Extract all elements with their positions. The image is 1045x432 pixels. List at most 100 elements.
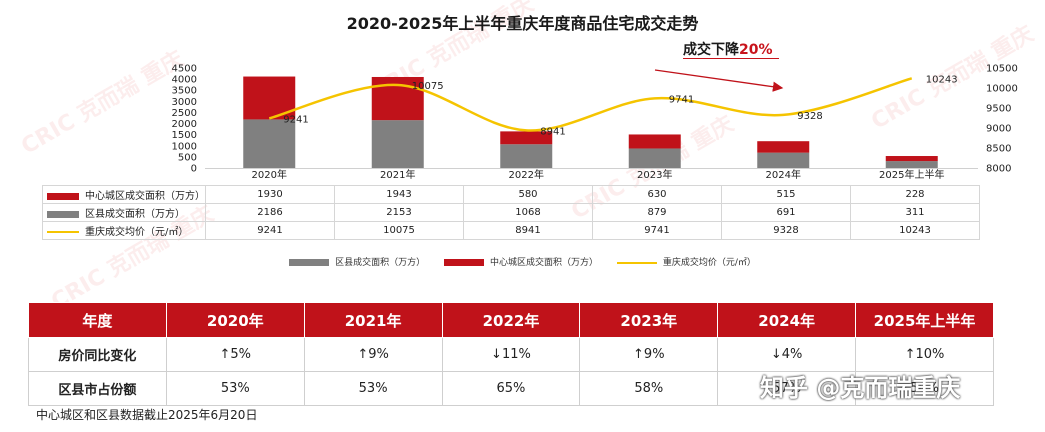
bar-county <box>885 161 938 168</box>
cell-value: 2186 <box>205 203 335 222</box>
legend-item-price: 重庆成交均价（元/㎡） <box>616 255 756 268</box>
row-label-text: 重庆成交均价（元/㎡） <box>85 227 189 238</box>
header-cell: 2023年 <box>579 302 719 338</box>
legend-swatch-gray <box>47 210 79 218</box>
price-change-cell: ↑5% <box>165 337 305 372</box>
cell-value: 691 <box>721 203 851 222</box>
bar-county <box>243 119 296 168</box>
bar-county <box>757 152 810 168</box>
price-data-label: 9741 <box>669 94 694 105</box>
price-data-label: 9241 <box>283 114 308 125</box>
x-tick-label: 2023年 <box>637 168 672 181</box>
legend-label: 中心城区成交面积（万方） <box>489 258 598 268</box>
zhihu-watermark: 知乎 @克而瑞重庆 <box>760 374 961 402</box>
row-label-text: 中心城区成交面积（万方） <box>85 191 205 202</box>
price-change-cell: ↓4% <box>717 337 857 372</box>
right-tick-label: 8000 <box>986 164 1011 175</box>
x-tick-label: 2022年 <box>509 168 544 181</box>
cell-value: 228 <box>850 185 980 204</box>
legend-label: 区县成交面积（万方） <box>335 258 426 268</box>
bar-county <box>500 144 553 168</box>
header-cell: 2022年 <box>441 302 581 338</box>
price-data-label: 9328 <box>797 111 822 122</box>
cell-value: 630 <box>592 185 722 204</box>
header-cell: 2021年 <box>303 302 443 338</box>
table-row: 中心城区成交面积（万方） 1930 1943 580 630 515 228 <box>42 185 980 204</box>
summary-row-share: 区县市占份额 53% 53% 65% 58% 57% 58% <box>28 371 994 406</box>
subtitle-prefix: 成交下降 <box>683 42 739 58</box>
row-label-county: 区县成交面积（万方） <box>42 203 206 222</box>
trend-arrow <box>654 69 784 92</box>
chart-title: 2020-2025年上半年重庆年度商品住宅成交走势 <box>346 14 699 33</box>
cell-value: 580 <box>463 185 593 204</box>
header-cell: 2024年 <box>717 302 857 338</box>
cell-value: 1930 <box>205 185 335 204</box>
left-tick-label: 1500 <box>172 130 197 141</box>
left-tick-label: 4000 <box>172 75 197 86</box>
cell-value: 2153 <box>334 203 464 222</box>
row-label-central: 中心城区成交面积（万方） <box>42 185 206 204</box>
cell-value: 311 <box>850 203 980 222</box>
share-cell: 53% <box>303 371 443 406</box>
share-cell: 65% <box>441 371 581 406</box>
legend-item-county: 区县成交面积（万方） <box>289 255 425 268</box>
cell-value: 10243 <box>850 221 980 240</box>
table-row: 区县成交面积（万方） 2186 2153 1068 879 691 311 <box>42 203 980 222</box>
price-line <box>268 77 913 132</box>
right-tick-label: 8500 <box>986 144 1011 155</box>
price-data-label: 8941 <box>540 126 565 137</box>
legend-swatch-yellow <box>616 261 657 264</box>
price-change-cell: ↑9% <box>303 337 443 372</box>
left-tick-label: 3500 <box>172 86 197 97</box>
legend-swatch-yellow <box>47 231 79 233</box>
subtitle-underline <box>683 58 779 59</box>
share-cell: 57% <box>717 371 857 406</box>
x-tick-label: 2024年 <box>766 168 801 181</box>
bar-county <box>371 120 424 168</box>
summary-table: 年度 2020年 2021年 2022年 2023年 2024年 2025年上半… <box>28 302 994 406</box>
legend-label: 重庆成交均价（元/㎡） <box>662 258 756 268</box>
price-data-label: 10243 <box>926 74 958 85</box>
legend-swatch-red <box>443 259 484 266</box>
x-tick-label: 2025年上半年 <box>879 168 944 181</box>
chart-subtitle: 成交下降20% <box>683 39 773 59</box>
right-tick-label: 9500 <box>986 104 1011 115</box>
legend-swatch-gray <box>289 259 330 266</box>
x-tick-label: 2020年 <box>252 168 287 181</box>
chart-legend: 区县成交面积（万方） 中心城区成交面积（万方） 重庆成交均价（元/㎡） <box>0 255 1045 268</box>
cell-value: 9328 <box>721 221 851 240</box>
cell-value: 9741 <box>592 221 722 240</box>
bar-county <box>628 148 681 168</box>
header-cell: 2020年 <box>165 302 305 338</box>
share-cell: 53% <box>165 371 305 406</box>
price-change-cell: ↑10% <box>855 337 994 372</box>
row-label: 房价同比变化 <box>28 337 167 372</box>
cell-value: 515 <box>721 185 851 204</box>
data-table: 中心城区成交面积（万方） 1930 1943 580 630 515 228 区… <box>42 185 980 240</box>
row-label: 区县市占份额 <box>28 371 167 406</box>
x-tick-label: 2021年 <box>380 168 415 181</box>
cell-value: 879 <box>592 203 722 222</box>
cell-value: 8941 <box>463 221 593 240</box>
left-tick-label: 2500 <box>172 108 197 119</box>
row-label-price: 重庆成交均价（元/㎡） <box>42 221 206 240</box>
left-tick-label: 4500 <box>172 64 197 75</box>
header-cell: 年度 <box>28 302 167 338</box>
share-cell: 58% <box>579 371 719 406</box>
left-tick-label: 3000 <box>172 97 197 108</box>
subtitle-percent: 20% <box>739 42 773 58</box>
bar-central <box>757 141 810 153</box>
footnote: 中心城区和区县数据截止2025年6月20日 <box>36 408 258 422</box>
summary-header-row: 年度 2020年 2021年 2022年 2023年 2024年 2025年上半… <box>28 302 994 338</box>
header-cell: 2025年上半年 <box>855 302 994 338</box>
summary-row-price-change: 房价同比变化 ↑5% ↑9% ↓11% ↑9% ↓4% ↑10% <box>28 337 994 372</box>
cell-value: 9241 <box>205 221 335 240</box>
legend-item-central: 中心城区成交面积（万方） <box>443 255 598 268</box>
right-tick-label: 10000 <box>986 84 1018 95</box>
left-tick-label: 500 <box>178 152 197 163</box>
right-axis: 8000 8500 9000 9500 10000 10500 <box>986 64 1018 175</box>
left-tick-label: 1000 <box>172 141 197 152</box>
share-cell: 58% <box>855 371 994 406</box>
